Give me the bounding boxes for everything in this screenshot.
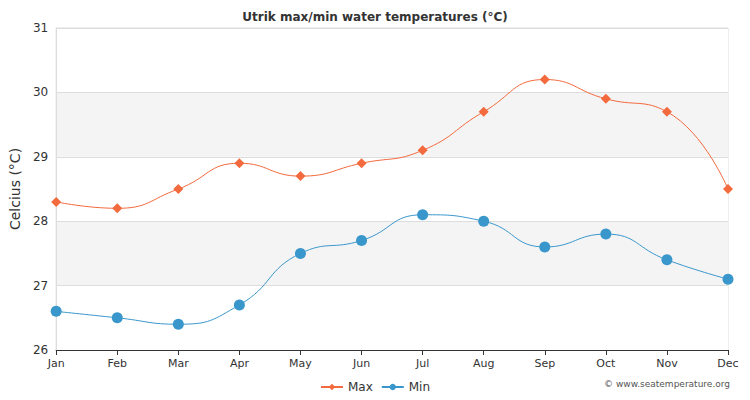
svg-text:30: 30: [33, 85, 48, 99]
svg-text:Max: Max: [348, 380, 373, 394]
svg-text:Aug: Aug: [473, 357, 494, 370]
svg-text:28: 28: [33, 214, 48, 228]
svg-text:Oct: Oct: [596, 357, 616, 370]
svg-text:Celcius (°C): Celcius (°C): [7, 148, 23, 230]
svg-text:Nov: Nov: [656, 357, 678, 370]
svg-text:29: 29: [33, 150, 48, 164]
svg-text:Utrik max/min water temperatur: Utrik max/min water temperatures (°C): [242, 10, 507, 24]
svg-text:Dec: Dec: [717, 357, 738, 370]
svg-text:Min: Min: [409, 380, 430, 394]
svg-text:Jul: Jul: [415, 357, 429, 370]
svg-text:Jan: Jan: [47, 357, 65, 370]
svg-text:26: 26: [33, 343, 48, 357]
svg-text:Jun: Jun: [352, 357, 370, 370]
svg-text:Sep: Sep: [534, 357, 555, 370]
svg-text:27: 27: [33, 279, 48, 293]
svg-text:Apr: Apr: [230, 357, 250, 370]
svg-text:Mar: Mar: [168, 357, 189, 370]
svg-text:© www.seatemperature.org: © www.seatemperature.org: [604, 379, 730, 389]
svg-text:31: 31: [33, 21, 48, 35]
svg-text:Feb: Feb: [108, 357, 127, 370]
svg-text:May: May: [289, 357, 312, 370]
